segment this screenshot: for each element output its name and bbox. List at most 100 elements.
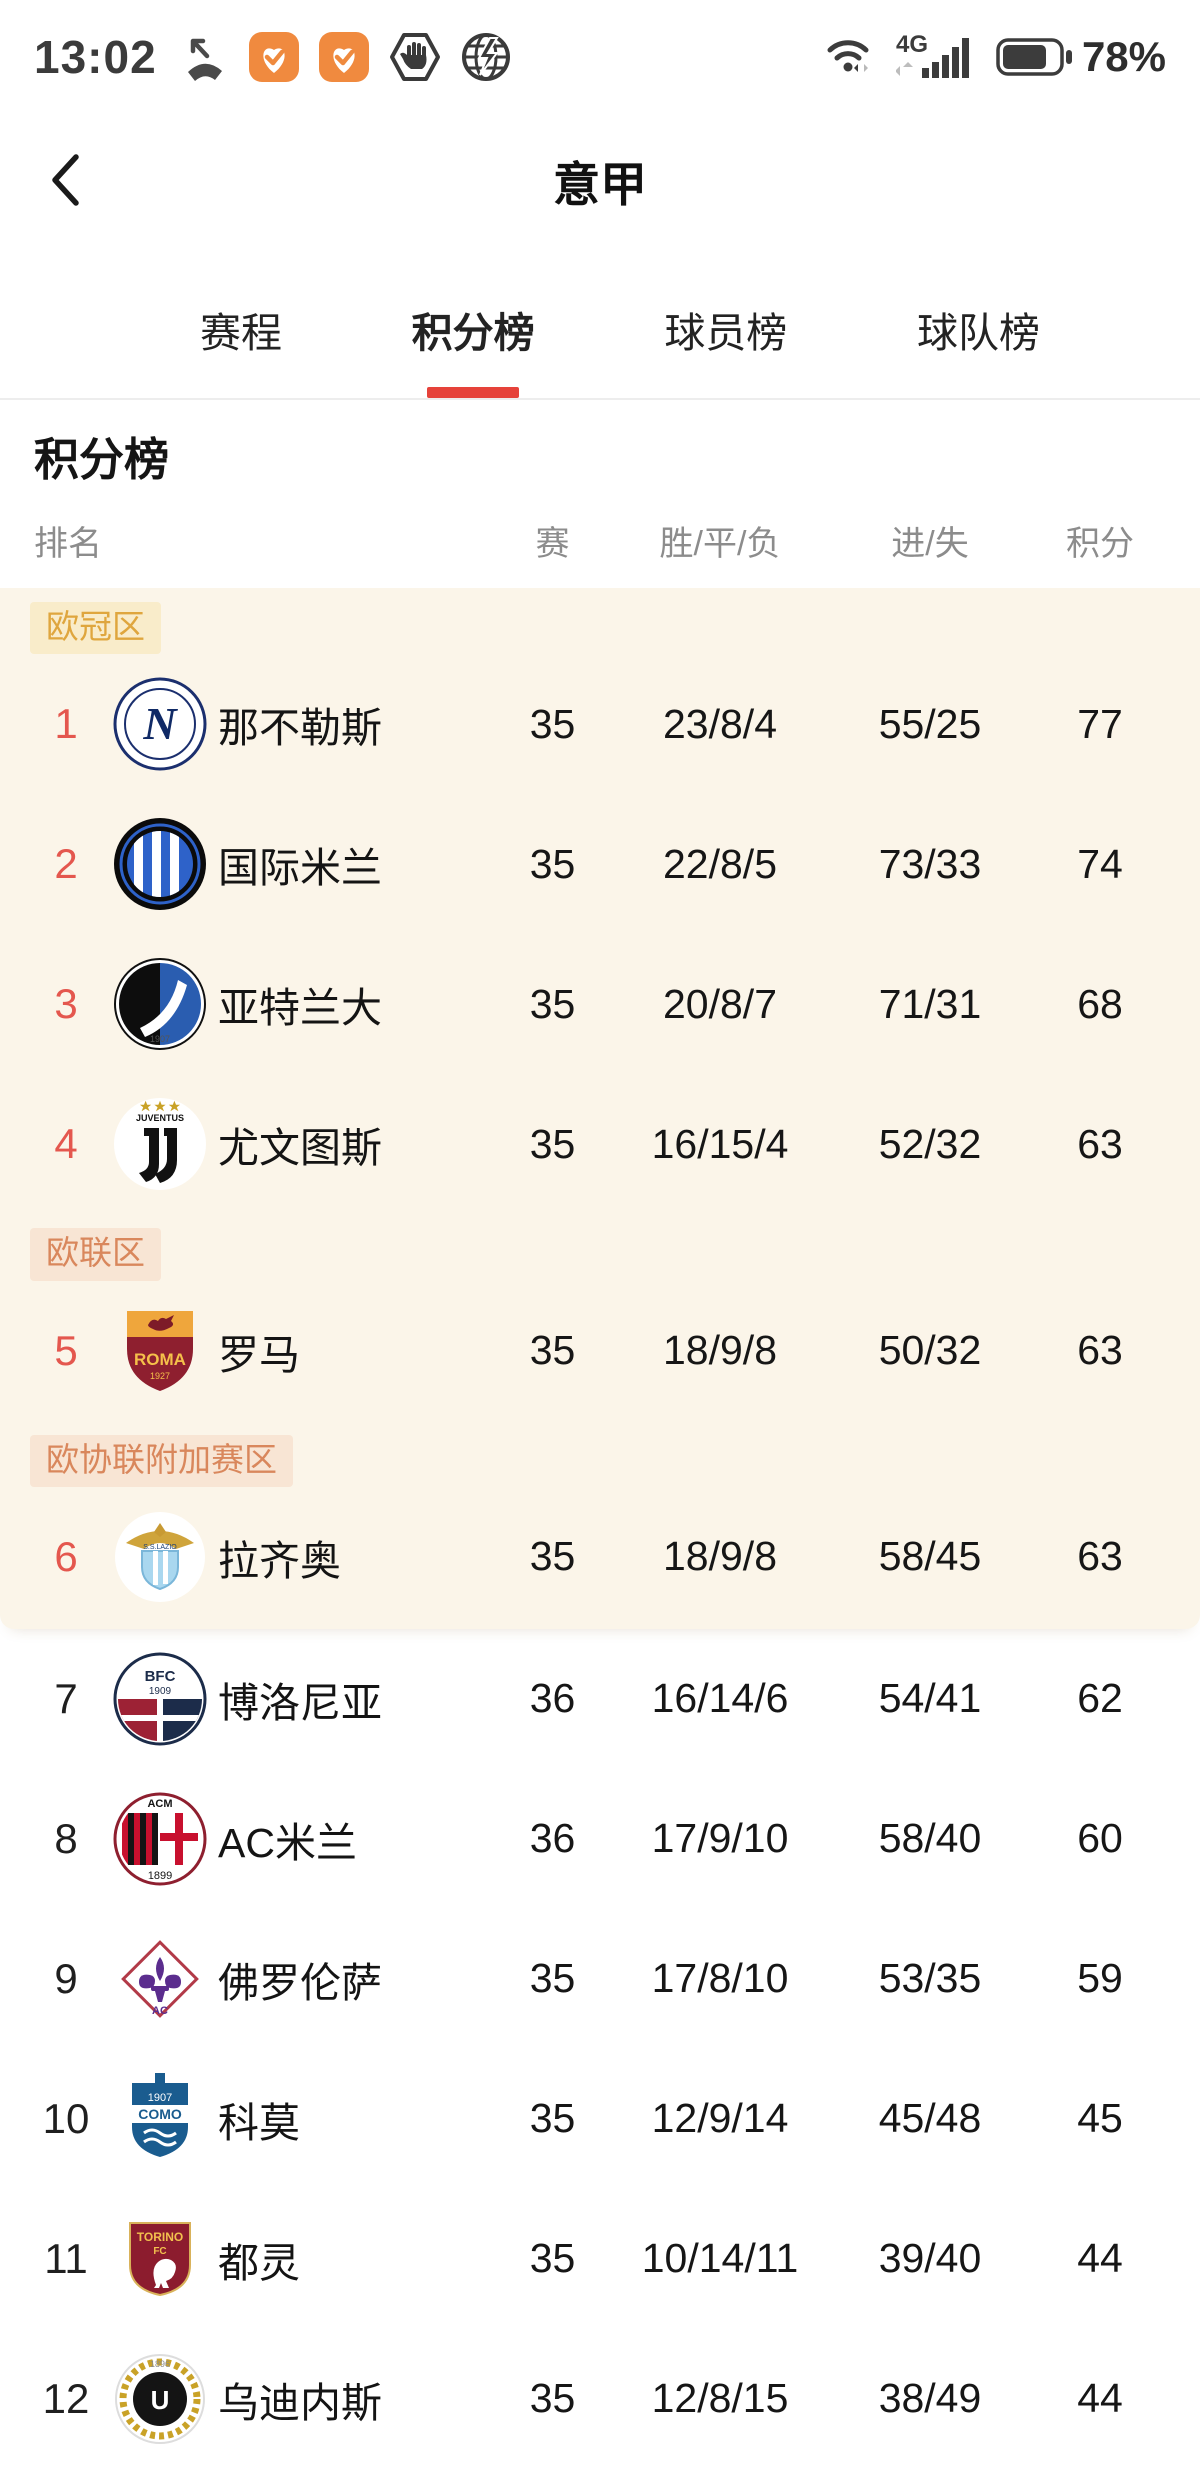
health-app-icon xyxy=(247,30,301,84)
team-name: 那不勒斯 xyxy=(218,705,382,752)
battery-percent: 78% xyxy=(1081,33,1166,80)
played: 36 xyxy=(529,1675,576,1722)
page-title: 意甲 xyxy=(553,157,647,211)
team-name: 罗马 xyxy=(218,1331,300,1378)
zone-label-europa-league: 欧联区 xyxy=(30,1228,161,1281)
svg-text:BFC: BFC xyxy=(145,1668,176,1685)
status-bar: 13:02 xyxy=(0,0,1200,100)
played: 35 xyxy=(529,1955,576,2002)
points: 60 xyxy=(1077,1815,1123,1862)
table-row[interactable]: 3 1907 亚特兰大 35 20/8/7 71/31 68 xyxy=(0,934,1200,1074)
table-row[interactable]: 12 1896 U 乌迪内斯 35 12/8/15 38/49 44 xyxy=(0,2329,1200,2469)
team-name: 博洛尼亚 xyxy=(218,1679,382,1726)
goals: 50/32 xyxy=(878,1327,982,1374)
rank: 5 xyxy=(54,1326,78,1374)
svg-text:U: U xyxy=(151,2385,170,2415)
team-name: 都灵 xyxy=(218,2239,300,2286)
wdl: 23/8/4 xyxy=(663,700,777,747)
signal-bars-icon: 4G xyxy=(895,32,982,82)
atalanta-logo-icon: 1907 xyxy=(102,956,218,1052)
tab-bar: 赛程 积分榜 球员榜 球队榜 xyxy=(0,260,1200,400)
played: 35 xyxy=(529,840,576,887)
svg-text:1927: 1927 xyxy=(150,1371,170,1381)
wifi-icon xyxy=(824,34,882,80)
col-goals: 进/失 xyxy=(891,524,969,563)
table-row[interactable]: 4 JUVENTUS 尤文图斯 35 16/15/4 52/32 6 xyxy=(0,1074,1200,1214)
col-played: 赛 xyxy=(535,524,570,563)
torino-logo-icon: TORINO FC xyxy=(102,2211,218,2307)
battery-icon xyxy=(996,37,1074,77)
svg-text:1907: 1907 xyxy=(150,1034,170,1044)
team-name: 拉齐奥 xyxy=(218,1537,341,1584)
played: 35 xyxy=(529,1533,576,1580)
points: 63 xyxy=(1077,1120,1123,1167)
team-name: 科莫 xyxy=(218,2099,300,2146)
roma-logo-icon: ROMA 1927 xyxy=(102,1303,218,1399)
team-name: 国际米兰 xyxy=(218,845,382,892)
table-row[interactable]: 1 N 那不勒斯 35 23/8/4 55/25 77 xyxy=(0,654,1200,794)
inter-logo-icon xyxy=(102,816,218,912)
wdl: 10/14/11 xyxy=(641,2235,799,2282)
played: 35 xyxy=(529,1327,576,1374)
wdl: 20/8/7 xyxy=(663,980,777,1027)
played: 35 xyxy=(529,1120,576,1167)
rank: 9 xyxy=(54,1954,78,2002)
ac-milan-logo-icon: ACM 1899 xyxy=(102,1791,218,1887)
svg-text:N: N xyxy=(142,698,178,749)
rank: 1 xyxy=(54,700,78,748)
rank: 8 xyxy=(54,1814,78,1862)
table-row[interactable]: 8 ACM 1899 AC米兰 xyxy=(0,1769,1200,1909)
table-row[interactable]: 5 ROMA 1927 罗马 35 18/9/8 50/32 63 xyxy=(0,1281,1200,1421)
tab-players[interactable]: 球员榜 xyxy=(664,310,788,356)
points: 74 xyxy=(1077,840,1123,887)
svg-text:FC: FC xyxy=(153,2246,166,2257)
goals: 58/45 xyxy=(878,1533,982,1580)
table-row[interactable]: 9 AC 佛罗伦萨 35 17/8/10 53/35 59 xyxy=(0,1909,1200,2049)
played: 35 xyxy=(529,2235,576,2282)
tab-teams[interactable]: 球队榜 xyxy=(916,310,1040,356)
table-row[interactable]: 10 1907 COMO 科莫 35 12/9/14 45/48 45 xyxy=(0,2049,1200,2189)
back-button[interactable] xyxy=(44,150,88,210)
table-row[interactable]: 2 国际米兰 35 22/8/5 73/33 74 xyxy=(0,794,1200,934)
goals: 58/40 xyxy=(878,1815,982,1862)
svg-text:1896: 1896 xyxy=(150,2359,170,2369)
team-name: 乌迪内斯 xyxy=(218,2379,382,2426)
section-title: 积分榜 xyxy=(34,434,170,485)
rank: 4 xyxy=(54,1120,78,1168)
adblock-hand-icon xyxy=(387,31,443,83)
wdl: 16/15/4 xyxy=(651,1120,789,1167)
svg-text:COMO: COMO xyxy=(138,2106,182,2122)
european-zone-block: 欧冠区 1 N 那不勒斯 35 23/8/4 55/25 77 2 xyxy=(0,588,1200,1629)
wdl: 17/8/10 xyxy=(651,1955,789,2002)
goals: 38/49 xyxy=(878,2375,982,2422)
juventus-logo-icon: JUVENTUS xyxy=(102,1096,218,1192)
svg-text:AC: AC xyxy=(152,2005,168,2017)
clock: 13:02 xyxy=(34,31,157,83)
wdl: 18/9/8 xyxy=(663,1327,777,1374)
col-rank: 排名 xyxy=(34,524,102,563)
fiorentina-logo-icon: AC xyxy=(102,1931,218,2027)
points: 63 xyxy=(1077,1533,1123,1580)
points: 44 xyxy=(1077,2235,1123,2282)
col-wdl: 胜/平/负 xyxy=(659,524,781,563)
points: 68 xyxy=(1077,980,1123,1027)
tab-standings[interactable]: 积分榜 xyxy=(412,260,535,398)
wdl: 22/8/5 xyxy=(663,840,777,887)
wdl: 12/9/14 xyxy=(651,2095,789,2142)
col-points: 积分 xyxy=(1066,524,1134,563)
nav-header: 意甲 xyxy=(0,100,1200,260)
goals: 73/33 xyxy=(878,840,982,887)
svg-text:ROMA: ROMA xyxy=(134,1350,186,1369)
tab-schedule[interactable]: 赛程 xyxy=(200,310,282,356)
wdl: 16/14/6 xyxy=(651,1675,789,1722)
napoli-logo-icon: N xyxy=(102,676,218,772)
table-row[interactable]: 11 TORINO FC 都灵 35 10/14/11 39/40 44 xyxy=(0,2189,1200,2329)
table-row[interactable]: 6 S.S.LAZIO 拉齐奥 35 18/9/8 58/45 63 xyxy=(0,1487,1200,1627)
svg-text:JUVENTUS: JUVENTUS xyxy=(136,1113,184,1123)
zone-label-conference-playoff: 欧协联附加赛区 xyxy=(30,1434,293,1487)
lazio-logo-icon: S.S.LAZIO xyxy=(102,1509,218,1605)
table-row[interactable]: 7 BFC 1909 博洛尼亚 36 16/14/6 54/41 62 xyxy=(0,1629,1200,1769)
svg-text:1909: 1909 xyxy=(149,1686,172,1697)
goals: 71/31 xyxy=(878,980,982,1027)
team-name: 亚特兰大 xyxy=(218,985,382,1032)
